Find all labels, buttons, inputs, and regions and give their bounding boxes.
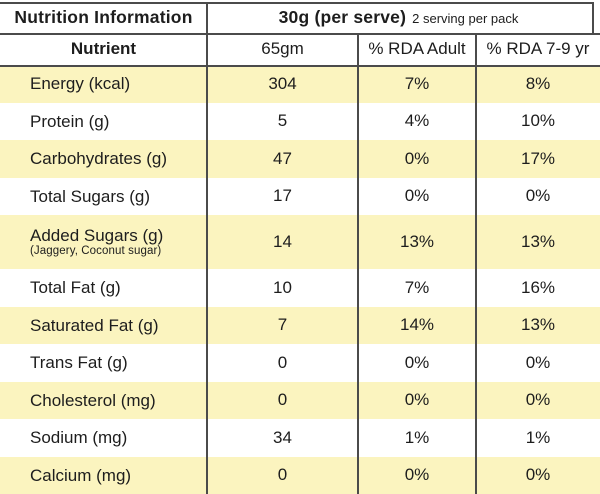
rda-adult-value-cell: 0%	[404, 148, 430, 168]
nutrient-name: Energy (kcal)	[30, 74, 131, 94]
table-row: Carbohydrates (g) 47 0% 17%	[0, 140, 600, 178]
column-header-amount: 65gm	[261, 39, 304, 58]
rda-child-value-cell: 0%	[525, 465, 551, 485]
header1-bottom-border	[0, 33, 600, 35]
table-row: Total Sugars (g) 17 0% 0%	[0, 177, 600, 215]
table-row: Total Fat (g) 10 7% 16%	[0, 269, 600, 307]
amount-value-cell: 34	[273, 427, 292, 447]
nutrient-name-cell: Trans Fat (g)	[0, 353, 207, 372]
column-divider-2	[357, 33, 359, 494]
table-header-row: Nutrition Information 30g (per serve) 2 …	[0, 2, 600, 33]
amount-value-cell: 5	[277, 111, 288, 131]
column-divider-1	[206, 2, 208, 494]
rda-child-value-cell: 1%	[525, 427, 551, 447]
serve-size: 30g (per serve)	[278, 7, 407, 27]
amount-value-cell: 0	[277, 390, 288, 410]
rda-child-value-cell: 16%	[520, 277, 556, 297]
nutrient-name-cell: Calcium (mg)	[0, 466, 207, 485]
rda-child-value-cell: 0%	[525, 390, 551, 410]
table-row: Sodium (mg) 34 1% 1%	[0, 419, 600, 457]
amount-value-cell: 10	[273, 277, 292, 297]
table-row: Trans Fat (g) 0 0% 0%	[0, 344, 600, 382]
table-body: Energy (kcal) 304 7% 8% Protein (g) 5 4%…	[0, 65, 600, 494]
nutrient-name-cell: Total Fat (g)	[0, 278, 207, 297]
column-divider-3	[475, 33, 477, 494]
table-row: Calcium (mg) 0 0% 0%	[0, 456, 600, 494]
rda-adult-value-cell: 1%	[404, 427, 430, 447]
nutrient-name: Trans Fat (g)	[30, 353, 128, 373]
table-row: Protein (g) 5 4% 10%	[0, 102, 600, 140]
nutrient-name-cell: Protein (g)	[0, 112, 207, 131]
table-top-border	[0, 2, 593, 4]
nutrient-name-cell: Saturated Fat (g)	[0, 316, 207, 335]
nutrient-name: Cholesterol (mg)	[30, 390, 156, 410]
nutrient-name-cell: Cholesterol (mg)	[0, 391, 207, 410]
amount-value-cell: 0	[277, 465, 288, 485]
serve-note: 2 serving per pack	[412, 11, 519, 26]
nutrient-name-cell: Energy (kcal)	[0, 74, 207, 93]
nutrient-name-cell: Total Sugars (g)	[0, 187, 207, 206]
rda-child-value-cell: 10%	[520, 111, 556, 131]
table-row: Energy (kcal) 304 7% 8%	[0, 65, 600, 103]
nutrient-name: Carbohydrates (g)	[30, 149, 168, 169]
rda-child-value-cell: 0%	[525, 352, 551, 372]
amount-value-cell: 7	[277, 315, 288, 335]
rda-adult-value-cell: 0%	[404, 390, 430, 410]
table-title: Nutrition Information	[14, 7, 193, 27]
serving-info: 30g (per serve) 2 serving per pack	[207, 7, 600, 28]
nutrient-name-cell: Added Sugars (g) (Jaggery, Coconut sugar…	[0, 226, 207, 258]
column-header-row: Nutrient 65gm % RDA Adult % RDA 7-9 yr	[0, 33, 600, 65]
table-row: Saturated Fat (g) 7 14% 13%	[0, 306, 600, 344]
rda-adult-value-cell: 0%	[404, 352, 430, 372]
nutrient-name: Protein (g)	[30, 111, 110, 131]
nutrient-name: Sodium (mg)	[30, 428, 128, 448]
column-header-rda-adult: % RDA Adult	[368, 39, 466, 58]
rda-adult-value-cell: 13%	[399, 232, 435, 251]
rda-child-value-cell: 0%	[525, 186, 551, 206]
column-header-rda-child: % RDA 7-9 yr	[486, 39, 590, 58]
amount-value-cell: 14	[273, 232, 292, 251]
nutrient-name-cell: Carbohydrates (g)	[0, 149, 207, 168]
nutrient-name: Calcium (mg)	[30, 465, 132, 485]
rda-child-value-cell: 13%	[520, 315, 556, 335]
header2-bottom-border	[0, 65, 600, 67]
table-row: Added Sugars (g) (Jaggery, Coconut sugar…	[0, 215, 600, 269]
rda-child-value-cell: 17%	[520, 148, 556, 168]
rda-adult-value-cell: 4%	[404, 111, 430, 131]
nutrient-subtext: (Jaggery, Coconut sugar)	[30, 245, 162, 258]
column-header-nutrient: Nutrient	[70, 39, 137, 58]
nutrient-name: Added Sugars (g)	[30, 226, 164, 246]
rda-adult-value-cell: 7%	[404, 73, 430, 93]
amount-value-cell: 304	[268, 73, 297, 93]
amount-value-cell: 0	[277, 352, 288, 372]
amount-value-cell: 47	[273, 148, 292, 168]
nutrient-name: Total Fat (g)	[30, 278, 121, 298]
rda-adult-value-cell: 0%	[404, 186, 430, 206]
nutrient-name: Total Sugars (g)	[30, 186, 150, 206]
nutrient-name-cell: Sodium (mg)	[0, 428, 207, 447]
rda-child-value-cell: 8%	[525, 73, 551, 93]
nutrient-name: Saturated Fat (g)	[30, 315, 159, 335]
amount-value-cell: 17	[273, 186, 292, 206]
rda-adult-value-cell: 14%	[399, 315, 435, 335]
rda-child-value-cell: 13%	[520, 232, 556, 251]
rda-adult-value-cell: 7%	[404, 277, 430, 297]
rda-adult-value-cell: 0%	[404, 465, 430, 485]
header1-right-border	[592, 2, 594, 35]
table-row: Cholesterol (mg) 0 0% 0%	[0, 381, 600, 419]
